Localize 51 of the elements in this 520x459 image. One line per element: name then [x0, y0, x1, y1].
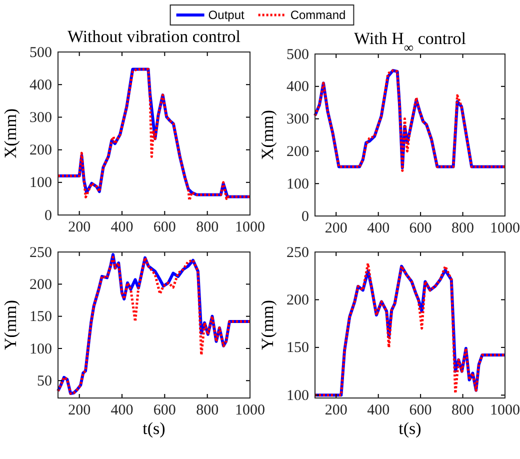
x-tick-label: 200	[68, 402, 91, 419]
y-tick-label: 100	[286, 388, 309, 404]
legend-label: Output	[208, 8, 245, 22]
y-tick-label: 250	[286, 244, 309, 261]
y-axis-title: X(mm)	[258, 110, 277, 160]
y-tick-label: 50	[37, 373, 52, 390]
chart-title: Without vibration control	[67, 27, 241, 46]
x-tick-label: 1000	[490, 402, 520, 419]
y-tick-label: 500	[30, 44, 52, 61]
x-tick-label: 800	[452, 402, 474, 419]
y-tick-label: 400	[30, 77, 52, 94]
y-tick-label: 250	[30, 244, 52, 261]
y-tick-label: 300	[286, 112, 309, 128]
y-axis-title: X(mm)	[1, 108, 20, 159]
y-tick-label: 200	[30, 142, 52, 159]
x-tick-label: 200	[324, 220, 348, 237]
y-axis-title: Y(mm)	[258, 300, 277, 350]
x-axis-title: t(s)	[398, 419, 422, 438]
x-tick-label: 400	[110, 402, 134, 419]
y-tick-label: 200	[30, 276, 52, 293]
y-tick-label: 100	[30, 341, 52, 358]
x-tick-label: 800	[452, 220, 474, 237]
x-tick-label: 600	[409, 402, 432, 419]
x-tick-label: 200	[324, 402, 348, 419]
y-tick-label: 150	[286, 340, 309, 356]
y-tick-label: 0	[44, 208, 52, 224]
x-axis-title: t(s)	[142, 419, 166, 438]
x-tick-label: 400	[367, 402, 390, 419]
y-tick-label: 100	[30, 175, 52, 192]
y-tick-label: 200	[286, 144, 309, 160]
legend-label: Command	[290, 8, 346, 22]
x-tick-label: 400	[367, 220, 390, 237]
x-tick-label: 800	[196, 402, 219, 419]
x-tick-label: 1000	[235, 220, 265, 236]
y-tick-label: 500	[286, 46, 309, 63]
y-tick-label: 200	[286, 292, 309, 309]
x-tick-label: 600	[153, 402, 176, 419]
x-tick-label: 1000	[490, 220, 520, 237]
y-tick-label: 100	[286, 176, 309, 192]
y-tick-label: 0	[302, 208, 309, 225]
x-tick-label: 600	[153, 220, 176, 236]
x-tick-label: 400	[110, 220, 134, 236]
y-tick-label: 400	[286, 79, 309, 96]
x-tick-label: 600	[409, 220, 432, 237]
y-axis-title: Y(mm)	[1, 300, 20, 350]
x-tick-label: 1000	[235, 402, 265, 419]
x-tick-label: 800	[196, 220, 219, 236]
y-tick-label: 150	[30, 309, 52, 326]
x-tick-label: 200	[68, 220, 91, 236]
chart-title: With H$_{∞}$ control	[354, 29, 466, 54]
y-tick-label: 300	[30, 110, 52, 126]
